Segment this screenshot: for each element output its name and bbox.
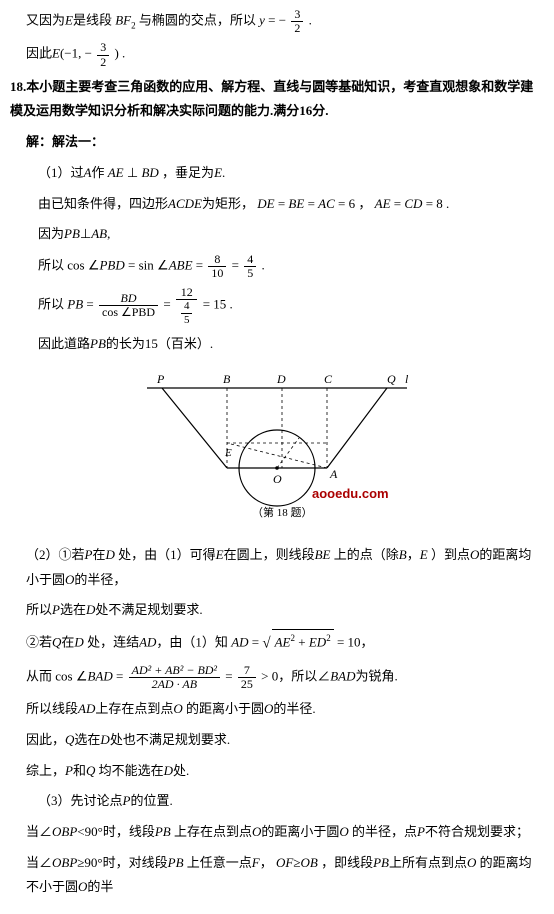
step-pb-perp-ab: 因为PB⊥AB, <box>10 222 544 247</box>
fig-label-A: A <box>329 467 338 481</box>
step-obp-ge90: 当∠OBP≥90°时，对线段PB 上任意一点F， OF≥OB ，即线段PB上所有… <box>10 851 544 900</box>
fig-label-C: C <box>324 372 333 386</box>
step-summary-pq: 综上，P和Q 均不能选在D处. <box>10 759 544 784</box>
fig-caption: （第 18 题） <box>252 505 313 518</box>
fig-label-B: B <box>223 372 231 386</box>
step-3-discuss-p: （3）先讨论点P的位置. <box>10 789 544 814</box>
line-e-coord: 因此E(−1, − 32 ) . <box>10 41 544 68</box>
fig-label-D: D <box>276 372 286 386</box>
step-2-case2: ②若Q在D 处，连结AD，由（1）知 AD = √AE2 + ED2 = 10， <box>10 629 544 658</box>
step-cos-bad: 从而 cos ∠BAD = AD² + AB² − BD²2AD · AB = … <box>10 664 544 691</box>
step-1-perp: （1）过A作 AE ⊥ BD ，垂足为E. <box>10 161 544 186</box>
step-2-case1: （2）①若P在D 处，由（1）可得E在圆上，则线段BE 上的点（除B，E ）到点… <box>10 543 544 592</box>
solution-method-1: 解：解法一： <box>10 130 544 155</box>
step-pb-length: 所以 PB = BDcos ∠PBD = 12 45 = 15 . <box>10 286 544 325</box>
step-rectangle: 由已知条件得，四边形ACDE为矩形， DE = BE = AC = 6 ， AE… <box>10 192 544 217</box>
step-q-d-fail: 因此，Q选在D处也不满足规划要求. <box>10 728 544 753</box>
step-cos-pbd: 所以 cos ∠PBD = sin ∠ABE = 810 = 45 . <box>10 253 544 280</box>
step-2-case1-conclude: 所以P选在D处不满足规划要求. <box>10 598 544 623</box>
fig-label-Q: Q <box>387 372 396 386</box>
fig-label-P: P <box>156 372 165 386</box>
problem-18-heading: 18.本小题主要考查三角函数的应用、解方程、直线与圆等基础知识，考查直观想象和数… <box>10 75 544 124</box>
figure-18: P B D C Q l E A O aooedu.com （第 18 题） <box>10 368 544 527</box>
watermark: aooedu.com <box>312 486 389 501</box>
line-ef-intersection: 又因为E是线段 BF2 与椭圆的交点，所以 y = − 32 . <box>10 8 544 35</box>
step-ad-exists: 所以线段AD上存在点到点O 的距离小于圆O的半径. <box>10 697 544 722</box>
step-obp-lt90: 当∠OBP<90°时，线段PB 上存在点到点O的距离小于圆O 的半径，点P不符合… <box>10 820 544 845</box>
fig-label-E: E <box>224 447 232 459</box>
step-pb-conclude: 因此道路PB的长为15（百米）. <box>10 332 544 357</box>
fig-label-O: O <box>273 472 282 486</box>
fig-label-l: l <box>405 372 409 386</box>
